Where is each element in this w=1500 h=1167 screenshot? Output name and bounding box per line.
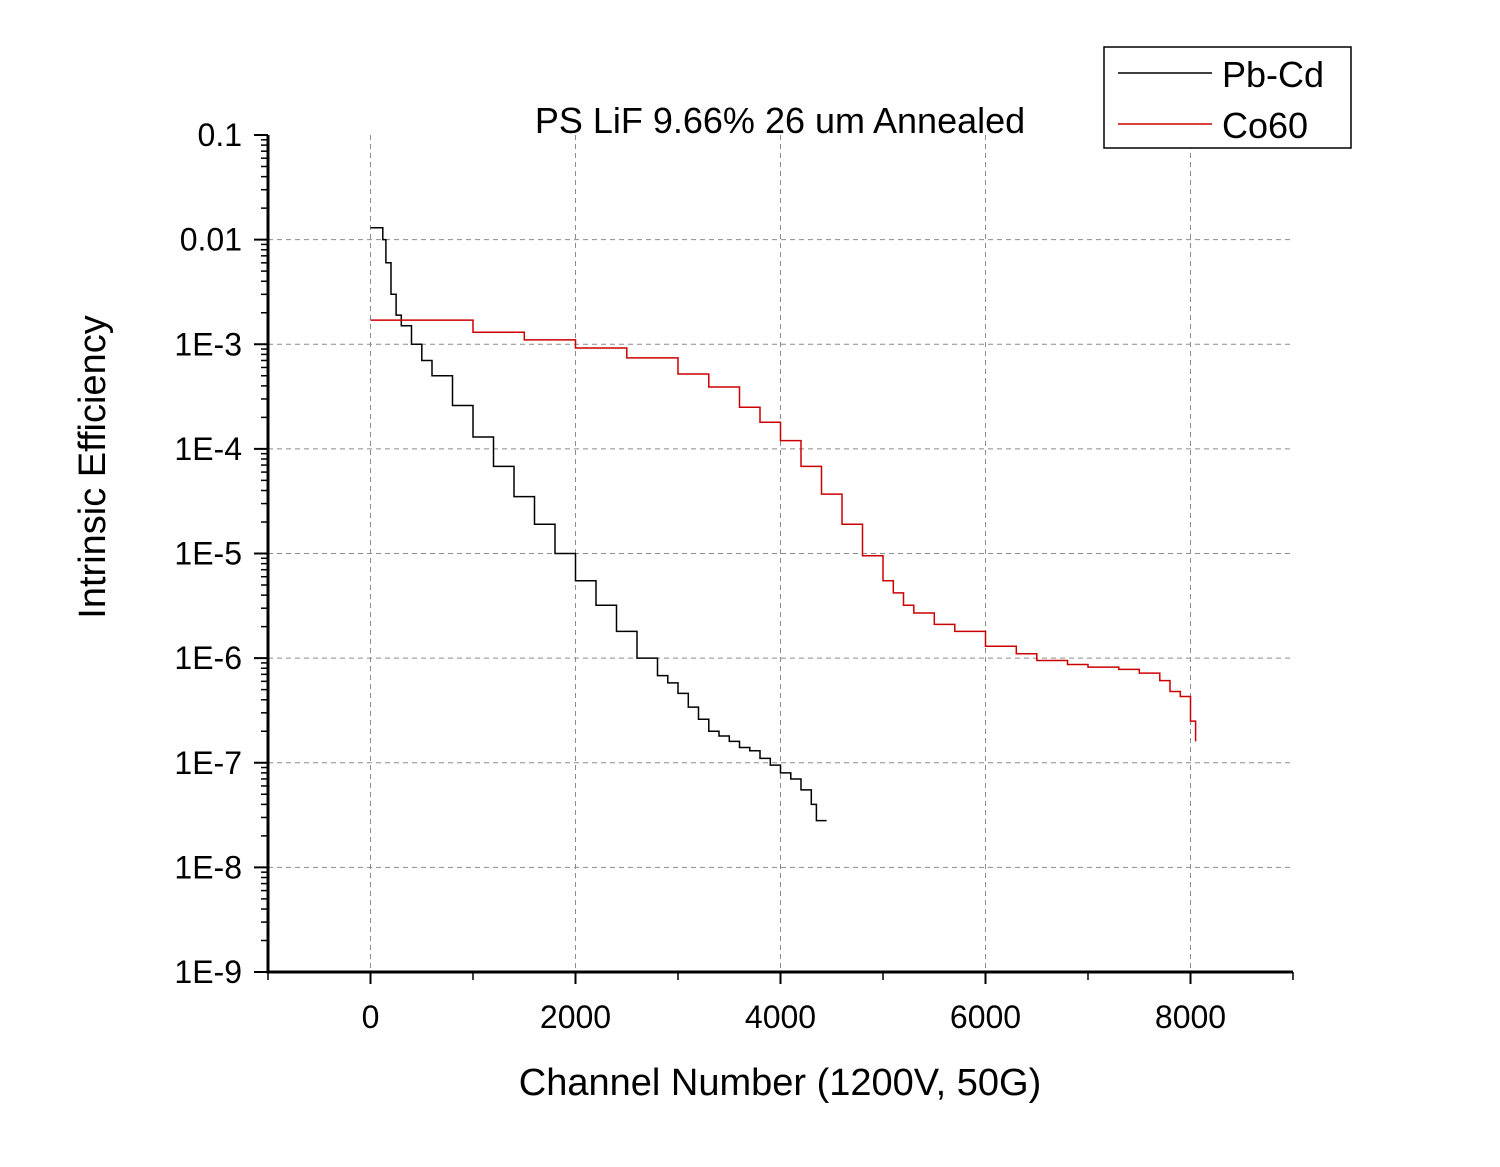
labels-layer: 0 2000 4000 6000 8000 0.1 0.01 1E-3 1E-4 1E-5 1E-6… [174, 117, 1226, 1035]
y-tick-label: 0.1 [198, 117, 242, 153]
series-line-co60 [370, 319, 1197, 742]
chart-title: PS LiF 9.66% 26 um Annealed [535, 100, 1025, 141]
series-line-pb-cd [370, 226, 827, 822]
x-tick-label: 0 [362, 999, 380, 1035]
x-tick-label: 6000 [950, 999, 1021, 1035]
y-tick-label: 1E-6 [174, 640, 242, 676]
grid-layer [268, 135, 1293, 972]
legend-label-pb-cd: Pb-Cd [1222, 54, 1324, 95]
series-layer [370, 226, 1197, 822]
legend-box [1103, 46, 1352, 149]
x-tick-label: 2000 [540, 999, 611, 1035]
axes-layer [254, 134, 1294, 984]
y-tick-label: 1E-8 [174, 849, 242, 885]
y-tick-label: 1E-7 [174, 745, 242, 781]
y-tick-label: 1E-5 [174, 536, 242, 572]
y-tick-label: 1E-4 [174, 431, 242, 467]
x-tick-label: 8000 [1155, 999, 1226, 1035]
x-axis-title: Channel Number (1200V, 50G) [519, 1062, 1041, 1104]
x-tick-label: 4000 [745, 999, 816, 1035]
y-axis-title: Intrinsic Efficiency [72, 315, 114, 618]
y-tick-label: 0.01 [180, 222, 242, 258]
y-tick-label: 1E-3 [174, 326, 242, 362]
y-tick-label: 1E-9 [174, 954, 242, 990]
legend-label-co60: Co60 [1222, 105, 1308, 146]
legend: Pb-Cd Co60 [1103, 46, 1352, 149]
